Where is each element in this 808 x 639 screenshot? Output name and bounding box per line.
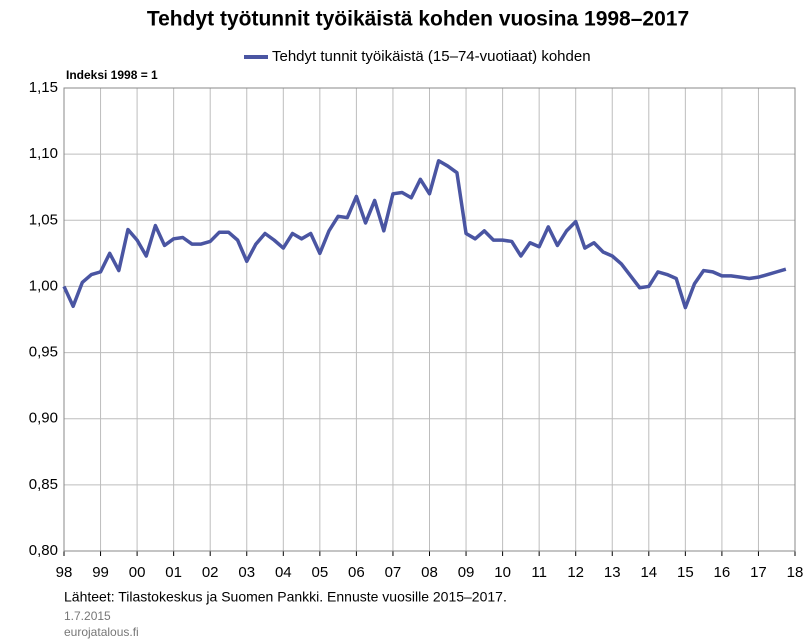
- plot-frame: [63, 87, 796, 552]
- x-tick-label: 10: [494, 564, 511, 581]
- x-tick-label: 16: [714, 564, 731, 581]
- x-tick-label: 11: [531, 564, 547, 581]
- x-tick-label: 03: [238, 564, 255, 581]
- axis-label: Indeksi 1998 = 1: [66, 68, 158, 82]
- y-tick-label: 0,90: [29, 410, 58, 427]
- x-tick-label: 09: [458, 564, 475, 581]
- y-tick-label: 1,10: [29, 145, 58, 162]
- chart-title: Tehdyt työtunnit työikäistä kohden vuosi…: [147, 8, 689, 31]
- x-tick-label: 00: [129, 564, 146, 581]
- x-tick-label: 02: [202, 564, 219, 581]
- x-tick-label: 07: [385, 564, 402, 581]
- x-tick-label: 01: [165, 564, 182, 581]
- x-tick-label: 15: [677, 564, 694, 581]
- x-tick-label: 05: [312, 564, 329, 581]
- y-tick-label: 1,05: [29, 211, 58, 228]
- series-line: [62, 159, 787, 310]
- x-tick-label: 14: [640, 564, 657, 581]
- x-tick-label: 13: [604, 564, 621, 581]
- x-tick-label: 12: [567, 564, 584, 581]
- y-tick-label: 0,85: [29, 476, 58, 493]
- x-tick-label: 98: [56, 564, 73, 581]
- source: Lähteet: Tilastokeskus ja Suomen Pankki.…: [64, 589, 507, 605]
- y-tick-label: 1,15: [29, 79, 58, 96]
- x-tick-label: 06: [348, 564, 365, 581]
- date: 1.7.2015: [64, 609, 111, 623]
- x-tick-label: 04: [275, 564, 292, 581]
- y-tick-label: 1,00: [29, 277, 58, 294]
- y-tick-label: 0,80: [29, 542, 58, 559]
- x-tick-label: 18: [787, 564, 804, 581]
- site: eurojatalous.fi: [64, 625, 139, 639]
- legend-label: Tehdyt tunnit työikäistä (15–74-vuotiaat…: [272, 48, 591, 65]
- y-tick-label: 0,95: [29, 344, 58, 361]
- x-tick-label: 99: [92, 564, 109, 581]
- x-tick-label: 17: [750, 564, 767, 581]
- x-tick-label: 08: [421, 564, 438, 581]
